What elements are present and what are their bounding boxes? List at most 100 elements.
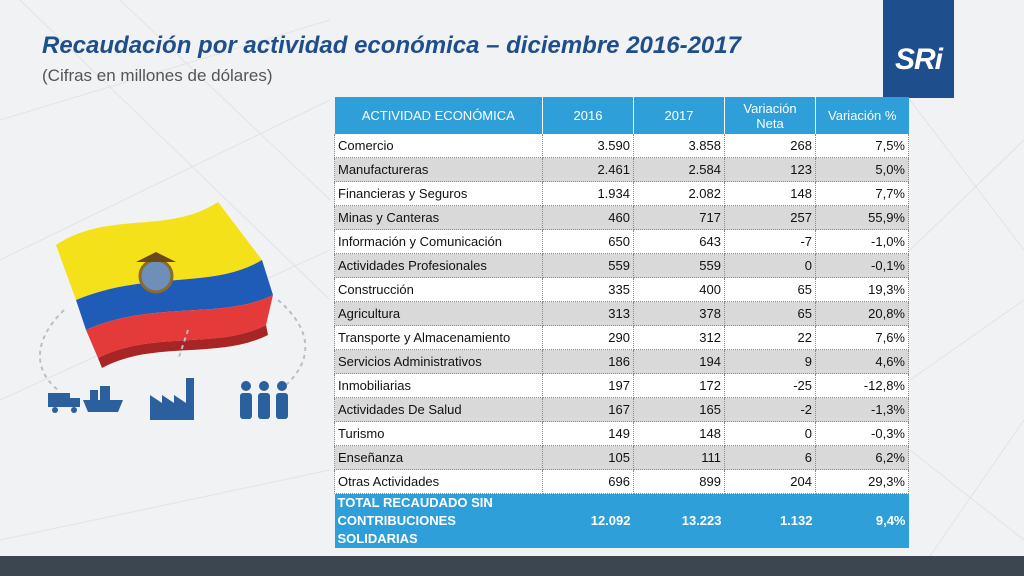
value-2017-cell: 148 <box>633 421 725 446</box>
value-2016-cell: 696 <box>542 469 634 494</box>
value-2017-cell: 559 <box>633 253 725 278</box>
header-variacion-neta: Variación Neta <box>724 97 816 134</box>
variacion-pct-cell: 7,6% <box>815 325 909 350</box>
variacion-neta-cell: -2 <box>724 397 816 422</box>
value-2017-cell: 194 <box>633 349 725 374</box>
variacion-pct-cell: 19,3% <box>815 277 909 302</box>
actividad-cell: Agricultura <box>334 301 543 326</box>
actividad-cell: Enseñanza <box>334 445 543 470</box>
variacion-neta-cell: 65 <box>724 301 816 326</box>
total-variacion-pct: 9,4% <box>815 493 909 548</box>
sri-logo: SRi <box>883 0 954 98</box>
variacion-pct-cell: 20,8% <box>815 301 909 326</box>
people-group-icon <box>240 381 288 419</box>
value-2016-cell: 335 <box>542 277 634 302</box>
variacion-neta-cell: 204 <box>724 469 816 494</box>
value-2017-cell: 3.858 <box>633 134 725 158</box>
table-body: Comercio 3.590 3.858 268 7,5% Manufactureras 2… <box>334 134 909 494</box>
variacion-neta-cell: 257 <box>724 205 816 230</box>
total-variacion-neta: 1.132 <box>724 493 816 548</box>
variacion-neta-cell: 123 <box>724 157 816 182</box>
table-row: Servicios Administrativos 186 194 9 4,6% <box>334 349 909 374</box>
table-row: Construcción 335 400 65 19,3% <box>334 277 909 302</box>
total-2016: 12.092 <box>542 493 634 548</box>
variacion-pct-cell: 29,3% <box>815 469 909 494</box>
table-row: Manufactureras 2.461 2.584 123 5,0% <box>334 157 909 182</box>
actividad-cell: Financieras y Seguros <box>334 181 543 206</box>
table-row: Otras Actividades 696 899 204 29,3% <box>334 469 909 494</box>
header-variacion-pct: Variación % <box>815 97 909 134</box>
variacion-pct-cell: 5,0% <box>815 157 909 182</box>
variacion-pct-cell: -0,3% <box>815 421 909 446</box>
variacion-neta-cell: 148 <box>724 181 816 206</box>
variacion-pct-cell: 4,6% <box>815 349 909 374</box>
sri-logo-text: SRi <box>894 43 943 76</box>
variacion-neta-cell: 9 <box>724 349 816 374</box>
actividad-cell: Otras Actividades <box>334 469 543 494</box>
table-row: Turismo 149 148 0 -0,3% <box>334 421 909 446</box>
variacion-neta-cell: 0 <box>724 421 816 446</box>
value-2017-cell: 400 <box>633 277 725 302</box>
footer-bar <box>0 556 1024 576</box>
actividad-cell: Minas y Canteras <box>334 205 543 230</box>
variacion-pct-cell: 7,5% <box>815 134 909 158</box>
factory-icon <box>150 378 194 420</box>
slide-subtitle: (Cifras en millones de dólares) <box>42 66 273 85</box>
value-2016-cell: 2.461 <box>542 157 634 182</box>
value-2016-cell: 167 <box>542 397 634 422</box>
value-2017-cell: 2.584 <box>633 157 725 182</box>
actividad-cell: Transporte y Almacenamiento <box>334 325 543 350</box>
value-2016-cell: 3.590 <box>542 134 634 158</box>
variacion-pct-cell: 6,2% <box>815 445 909 470</box>
variacion-pct-cell: 55,9% <box>815 205 909 230</box>
actividad-cell: Actividades De Salud <box>334 397 543 422</box>
variacion-pct-cell: -1,0% <box>815 229 909 254</box>
value-2016-cell: 105 <box>542 445 634 470</box>
actividad-cell: Inmobiliarias <box>334 373 543 398</box>
value-2016-cell: 149 <box>542 421 634 446</box>
variacion-neta-cell: 6 <box>724 445 816 470</box>
table-row: Transporte y Almacenamiento 290 312 22 7,6% <box>334 325 909 350</box>
variacion-neta-cell: 65 <box>724 277 816 302</box>
variacion-neta-cell: 268 <box>724 134 816 158</box>
logistics-truck-ship-icon <box>48 386 123 413</box>
variacion-pct-cell: -0,1% <box>815 253 909 278</box>
variacion-neta-cell: -25 <box>724 373 816 398</box>
actividad-cell: Servicios Administrativos <box>334 349 543 374</box>
table-row: Actividades Profesionales 559 559 0 -0,1% <box>334 253 909 278</box>
variacion-neta-cell: -7 <box>724 229 816 254</box>
table-row: Información y Comunicación 650 643 -7 -1,0% <box>334 229 909 254</box>
variacion-pct-cell: 7,7% <box>815 181 909 206</box>
actividad-cell: Información y Comunicación <box>334 229 543 254</box>
variacion-pct-cell: -12,8% <box>815 373 909 398</box>
actividad-cell: Actividades Profesionales <box>334 253 543 278</box>
table-row: Inmobiliarias 197 172 -25 -12,8% <box>334 373 909 398</box>
value-2017-cell: 165 <box>633 397 725 422</box>
value-2017-cell: 2.082 <box>633 181 725 206</box>
value-2017-cell: 899 <box>633 469 725 494</box>
actividad-cell: Construcción <box>334 277 543 302</box>
table-row: Actividades De Salud 167 165 -2 -1,3% <box>334 397 909 422</box>
value-2017-cell: 172 <box>633 373 725 398</box>
value-2016-cell: 1.934 <box>542 181 634 206</box>
value-2016-cell: 313 <box>542 301 634 326</box>
value-2017-cell: 378 <box>633 301 725 326</box>
total-2017: 13.223 <box>633 493 725 548</box>
table-row: Financieras y Seguros 1.934 2.082 148 7,7% <box>334 181 909 206</box>
value-2016-cell: 460 <box>542 205 634 230</box>
header-2016: 2016 <box>542 97 634 134</box>
table-row: Enseñanza 105 111 6 6,2% <box>334 445 909 470</box>
table-row: Minas y Canteras 460 717 257 55,9% <box>334 205 909 230</box>
value-2017-cell: 111 <box>633 445 725 470</box>
value-2016-cell: 559 <box>542 253 634 278</box>
value-2017-cell: 312 <box>633 325 725 350</box>
header-actividad: ACTIVIDAD ECONÓMICA <box>334 97 543 134</box>
table-header-row: ACTIVIDAD ECONÓMICA 2016 2017 Variación … <box>334 97 909 134</box>
total-label: TOTAL RECAUDADO SIN CONTRIBUCIONES SOLID… <box>334 493 543 548</box>
table-row: Comercio 3.590 3.858 268 7,5% <box>334 134 909 158</box>
table-total-row: TOTAL RECAUDADO SIN CONTRIBUCIONES SOLID… <box>334 493 909 548</box>
value-2016-cell: 186 <box>542 349 634 374</box>
ecuador-flag-icon <box>56 202 273 368</box>
variacion-neta-cell: 0 <box>724 253 816 278</box>
value-2016-cell: 197 <box>542 373 634 398</box>
